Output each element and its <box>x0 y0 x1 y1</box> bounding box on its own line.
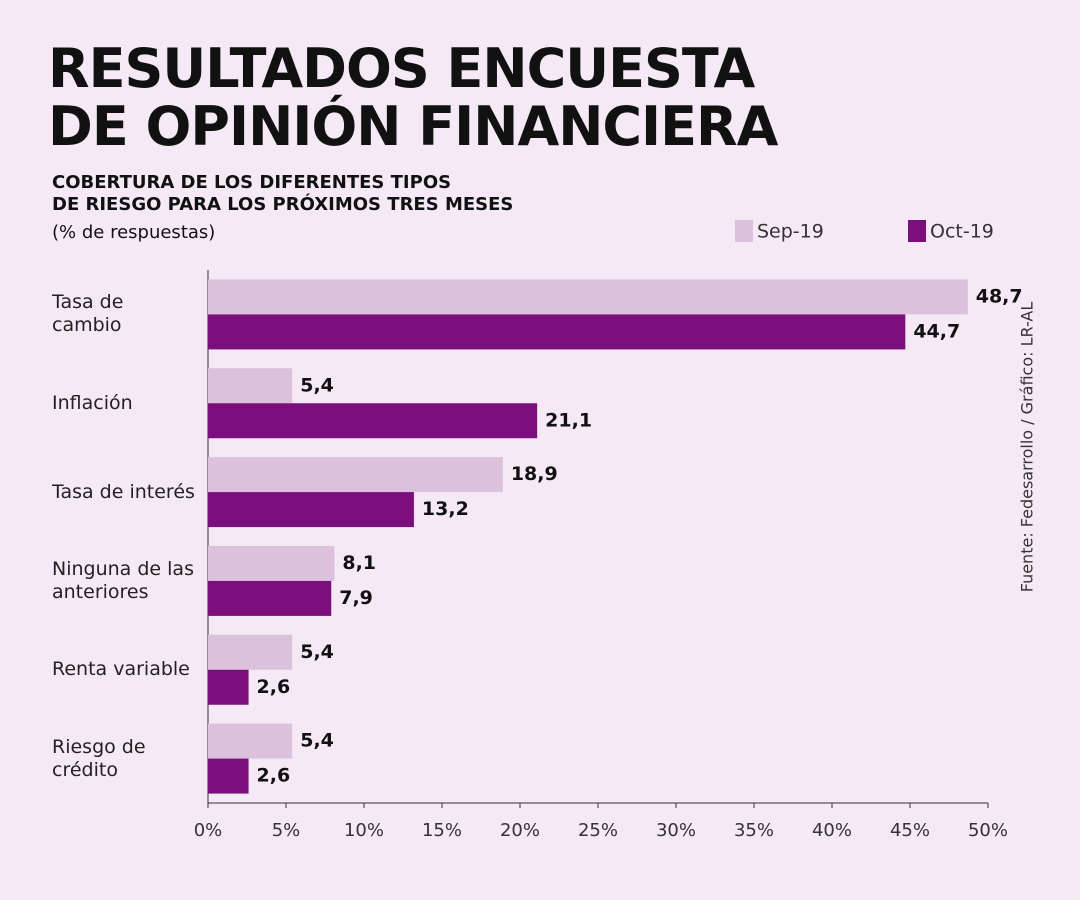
category-label: Tasa de interés <box>52 480 195 503</box>
value-label: 13,2 <box>422 498 469 520</box>
bar <box>208 723 293 759</box>
x-tick-label: 45% <box>890 820 930 841</box>
category-label: Renta variable <box>52 658 190 681</box>
value-label: 18,9 <box>511 463 558 485</box>
legend-swatch <box>908 220 926 242</box>
x-tick-label: 10% <box>344 820 384 841</box>
legend-swatch <box>735 220 753 242</box>
value-label: 5,4 <box>300 374 334 396</box>
chart-title: RESULTADOS ENCUESTA DE OPINIÓN FINANCIER… <box>48 37 778 158</box>
legend-label: Sep-19 <box>757 221 824 243</box>
bar <box>208 758 249 794</box>
value-label: 5,4 <box>300 641 334 663</box>
x-tick-label: 40% <box>812 820 852 841</box>
unit-label: (% de respuestas) <box>52 222 216 243</box>
x-tick-label: 20% <box>500 820 540 841</box>
value-label: 2,6 <box>257 676 291 698</box>
bar <box>208 580 332 616</box>
value-label: 2,6 <box>257 765 291 787</box>
bar <box>208 314 906 350</box>
bar <box>208 492 414 528</box>
x-tick-label: 30% <box>656 820 696 841</box>
x-tick-label: 0% <box>194 820 223 841</box>
value-label: 44,7 <box>913 320 960 342</box>
chart-subtitle: COBERTURA DE LOS DIFERENTES TIPOS DE RIE… <box>52 172 514 215</box>
category-label: Tasa de cambio <box>52 291 124 337</box>
bar <box>208 368 293 404</box>
bar <box>208 669 249 705</box>
value-label: 48,7 <box>976 285 1023 307</box>
bar <box>208 457 503 493</box>
bar <box>208 403 538 439</box>
category-label: Inflación <box>52 391 133 414</box>
x-tick-label: 15% <box>422 820 462 841</box>
bar <box>208 279 968 315</box>
value-label: 7,9 <box>339 587 373 609</box>
x-tick-label: 25% <box>578 820 618 841</box>
x-tick-label: 5% <box>272 820 301 841</box>
legend-label: Oct-19 <box>930 221 994 243</box>
value-label: 8,1 <box>342 552 376 574</box>
x-tick-label: 50% <box>968 820 1008 841</box>
category-label: Ninguna de las anteriores <box>52 557 194 603</box>
bar <box>208 634 293 670</box>
x-tick-label: 35% <box>734 820 774 841</box>
bar <box>208 545 335 581</box>
value-label: 5,4 <box>300 730 334 752</box>
value-label: 21,1 <box>545 409 592 431</box>
category-label: Riesgo de crédito <box>52 735 146 781</box>
source: Fuente: Fedesarrollo / Gráfico: LR-AL <box>1018 302 1037 593</box>
